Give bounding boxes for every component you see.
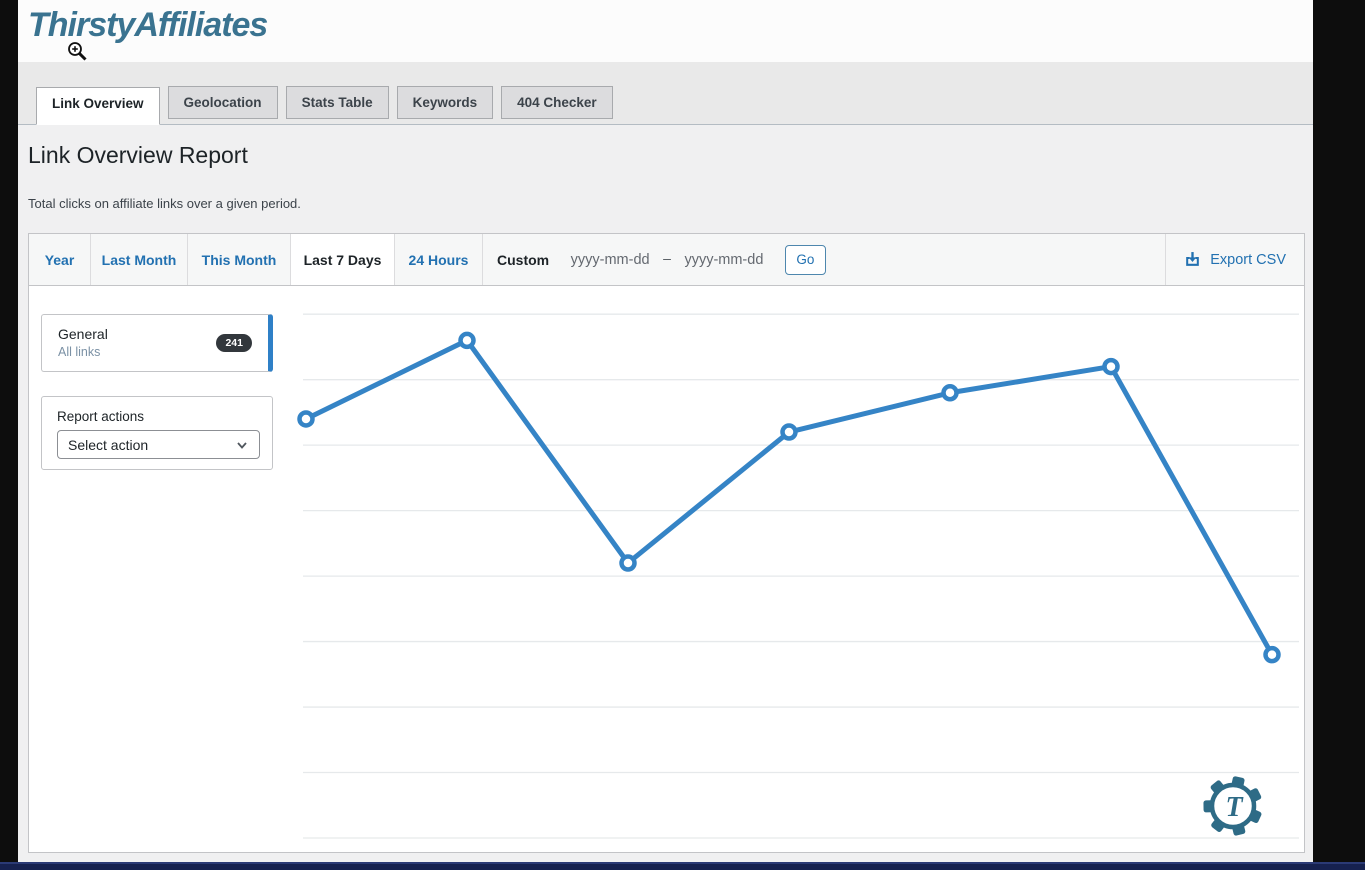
report-action-selected-value: Select action: [68, 436, 149, 453]
date-from-input[interactable]: [563, 251, 658, 268]
zoom-in-cursor-icon: [68, 42, 87, 61]
category-title: General: [58, 326, 108, 342]
chevron-down-icon: [237, 441, 247, 449]
tab-keywords[interactable]: Keywords: [396, 86, 494, 119]
page-subtitle: Total clicks on affiliate links over a g…: [28, 196, 301, 211]
export-csv-label: Export CSV: [1210, 251, 1286, 268]
report-panel: Year Last Month This Month Last 7 Days 2…: [28, 233, 1305, 853]
report-tab-bar: Link Overview Geolocation Stats Table Ke…: [18, 62, 1313, 125]
report-tabs: Link Overview Geolocation Stats Table Ke…: [36, 86, 613, 125]
custom-range-zone: Custom – Go: [483, 234, 826, 285]
page-body: Link Overview Report Total clicks on aff…: [18, 125, 1313, 862]
tab-geolocation[interactable]: Geolocation: [167, 86, 278, 119]
page-title: Link Overview Report: [28, 142, 248, 168]
gear-logo-letter: T: [1225, 792, 1244, 823]
period-filter-bar: Year Last Month This Month Last 7 Days 2…: [29, 234, 1304, 286]
filter-last-month[interactable]: Last Month: [91, 234, 188, 285]
report-actions-box: Report actions Select action: [41, 396, 273, 470]
thirstyaffiliates-gear-logo: T: [1203, 776, 1262, 836]
custom-range-label: Custom: [497, 251, 550, 268]
filter-24-hours[interactable]: 24 Hours: [395, 234, 483, 285]
clicks-line-chart: [297, 313, 1299, 839]
tab-stats-table[interactable]: Stats Table: [285, 86, 389, 119]
export-csv-button[interactable]: Export CSV: [1165, 234, 1304, 285]
tab-link-overview[interactable]: Link Overview: [36, 87, 160, 125]
bottom-navy-bar: [0, 862, 1365, 870]
category-subtitle: All links: [58, 345, 101, 359]
filter-this-month[interactable]: This Month: [188, 234, 291, 285]
link-category-card-general[interactable]: General All links 241: [41, 314, 273, 372]
tab-404-checker[interactable]: 404 Checker: [501, 86, 613, 119]
filter-last-7-days[interactable]: Last 7 Days: [291, 234, 395, 285]
date-range-separator: –: [663, 249, 671, 266]
date-to-input[interactable]: [676, 251, 771, 268]
report-action-select[interactable]: Select action: [57, 430, 260, 459]
app-header: ThirstyAffiliates: [18, 0, 1313, 62]
go-button[interactable]: Go: [784, 244, 826, 275]
app-window: ThirstyAffiliates Link Overview Geolocat…: [18, 0, 1313, 862]
thirstyaffiliates-logo: ThirstyAffiliates: [28, 6, 268, 44]
filter-year[interactable]: Year: [29, 234, 91, 285]
link-count-badge: 241: [216, 334, 252, 352]
report-actions-label: Report actions: [57, 409, 145, 424]
download-icon: [1186, 252, 1200, 266]
